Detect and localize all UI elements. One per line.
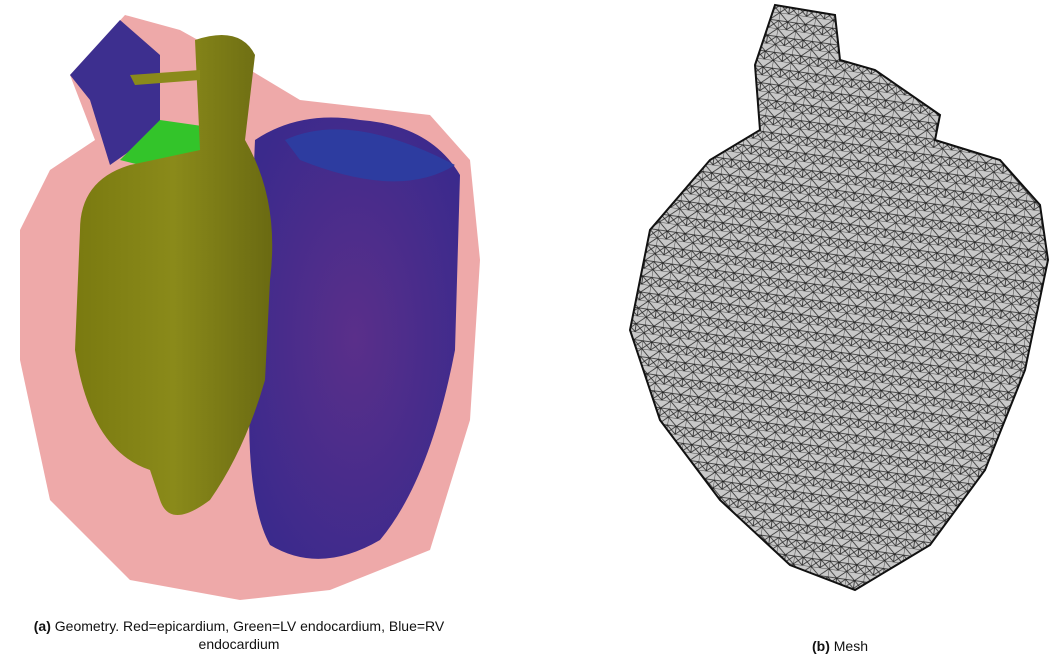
caption-text: Mesh [834, 638, 868, 654]
caption-text: Geometry. Red=epicardium, Green=LV endoc… [55, 618, 444, 652]
geometry-image [20, 15, 480, 600]
caption-a: (a) Geometry. Red=epicardium, Green=LV e… [0, 617, 478, 653]
page: (a) Geometry. Red=epicardium, Green=LV e… [0, 0, 1052, 660]
mesh-image [630, 5, 1048, 590]
caption-b: (b) Mesh [780, 637, 900, 655]
caption-label: (a) [34, 618, 51, 634]
figure-images [0, 0, 1052, 610]
caption-label: (b) [812, 638, 830, 654]
